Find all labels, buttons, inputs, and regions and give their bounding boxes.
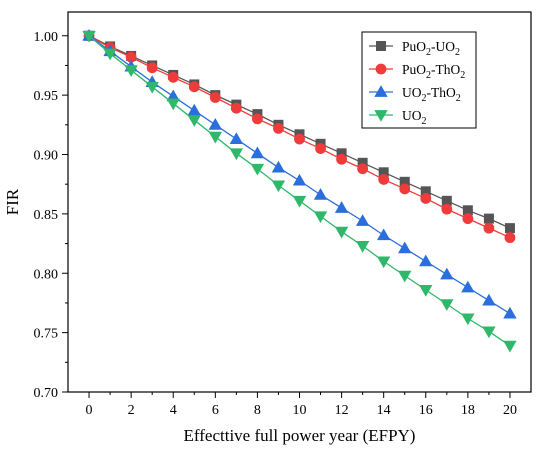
data-point: [209, 92, 221, 103]
data-point: [294, 133, 305, 145]
data-point: [273, 122, 284, 134]
data-point: [357, 163, 369, 175]
y-axis-title: FIR: [3, 188, 22, 215]
data-point: [503, 306, 517, 319]
data-point: [420, 193, 432, 204]
x-tick-label: 18: [461, 403, 475, 418]
data-point: [504, 223, 515, 234]
data-point: [230, 102, 242, 114]
data-point: [440, 267, 454, 280]
data-point: [376, 228, 391, 241]
data-point: [82, 30, 96, 43]
y-tick-label: 0.70: [34, 386, 59, 401]
x-tick-label: 12: [335, 403, 349, 418]
data-point: [441, 203, 453, 215]
legend-marker: [374, 110, 388, 122]
series-1: [83, 30, 516, 244]
y-tick-label: 0.80: [34, 267, 59, 282]
data-point: [313, 188, 328, 200]
data-point: [419, 284, 433, 297]
data-point: [334, 201, 349, 213]
data-point: [103, 48, 117, 61]
y-tick-label: 0.95: [34, 89, 59, 104]
data-point: [250, 146, 265, 159]
data-point: [124, 65, 138, 77]
series-layer: [82, 28, 517, 353]
legend: PuO2-UO2 PuO2-ThO2 UO2-ThO2 UO2: [361, 31, 477, 129]
legend-marker: [375, 41, 386, 52]
data-point: [271, 160, 286, 173]
data-point: [315, 143, 326, 154]
data-point: [483, 222, 495, 234]
data-point: [292, 195, 307, 208]
data-point: [461, 313, 475, 326]
x-axis: 0 2 4 6 8 10 12 14 16 18 20: [86, 392, 517, 418]
data-point: [313, 211, 328, 224]
y-tick-label: 0.90: [34, 149, 59, 164]
x-tick-label: 14: [377, 403, 391, 418]
x-tick-label: 6: [212, 403, 219, 418]
data-point: [146, 62, 158, 74]
legend-marker: [375, 63, 387, 75]
data-point: [482, 293, 496, 306]
data-point: [378, 174, 390, 185]
data-point: [334, 226, 349, 239]
data-point: [482, 326, 496, 339]
data-point: [399, 183, 411, 195]
data-point: [145, 81, 159, 94]
data-point: [292, 173, 307, 186]
series-3: [82, 30, 517, 353]
y-tick-label: 1.00: [34, 30, 59, 45]
y-tick-label: 0.85: [34, 208, 59, 223]
x-tick-label: 4: [170, 403, 177, 418]
data-point: [376, 256, 391, 269]
data-point: [208, 131, 223, 144]
data-point: [208, 118, 223, 130]
data-point: [250, 163, 265, 176]
x-tick-label: 16: [419, 403, 433, 418]
data-point: [229, 132, 244, 144]
data-point: [187, 103, 201, 116]
data-point: [229, 148, 244, 161]
data-point: [419, 254, 433, 267]
data-point: [252, 113, 263, 125]
legend-entry-label: PuO2-UO2: [402, 39, 460, 58]
x-tick-label: 10: [293, 403, 307, 418]
x-tick-label: 0: [86, 403, 93, 418]
data-point: [166, 98, 180, 111]
data-point: [462, 213, 474, 225]
y-tick-label: 0.75: [34, 327, 59, 342]
data-point: [440, 299, 454, 311]
data-point: [271, 180, 286, 193]
legend-marker: [374, 85, 388, 97]
legend-entry-label: UO2-ThO2: [402, 85, 461, 104]
data-point: [504, 232, 516, 244]
y-axis: 0.70 0.75 0.80 0.85 0.90 0.95 1.00: [34, 30, 68, 401]
x-tick-label: 8: [254, 403, 261, 418]
data-point: [167, 71, 179, 83]
data-point: [483, 213, 494, 224]
x-axis-title: Effecttive full power year (EFPY): [184, 426, 416, 445]
data-point: [188, 81, 200, 93]
data-point: [398, 241, 412, 254]
data-point: [336, 153, 347, 165]
data-point: [461, 280, 475, 293]
data-point: [503, 340, 517, 353]
legend-entry-label: PuO2-ThO2: [402, 62, 465, 81]
data-point: [355, 241, 370, 253]
data-point: [187, 115, 201, 127]
data-point: [355, 214, 370, 226]
data-point: [398, 270, 412, 283]
legend-entry-label: UO2: [402, 108, 427, 127]
x-tick-label: 2: [128, 403, 135, 418]
x-tick-label: 20: [503, 403, 517, 418]
